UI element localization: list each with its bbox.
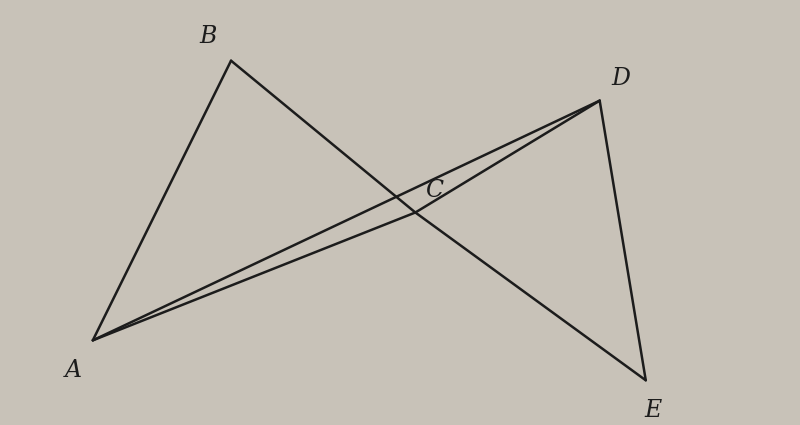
Text: C: C: [426, 179, 444, 202]
Text: B: B: [199, 25, 217, 48]
Text: E: E: [645, 399, 662, 422]
Text: A: A: [65, 359, 82, 382]
Text: D: D: [612, 67, 630, 90]
